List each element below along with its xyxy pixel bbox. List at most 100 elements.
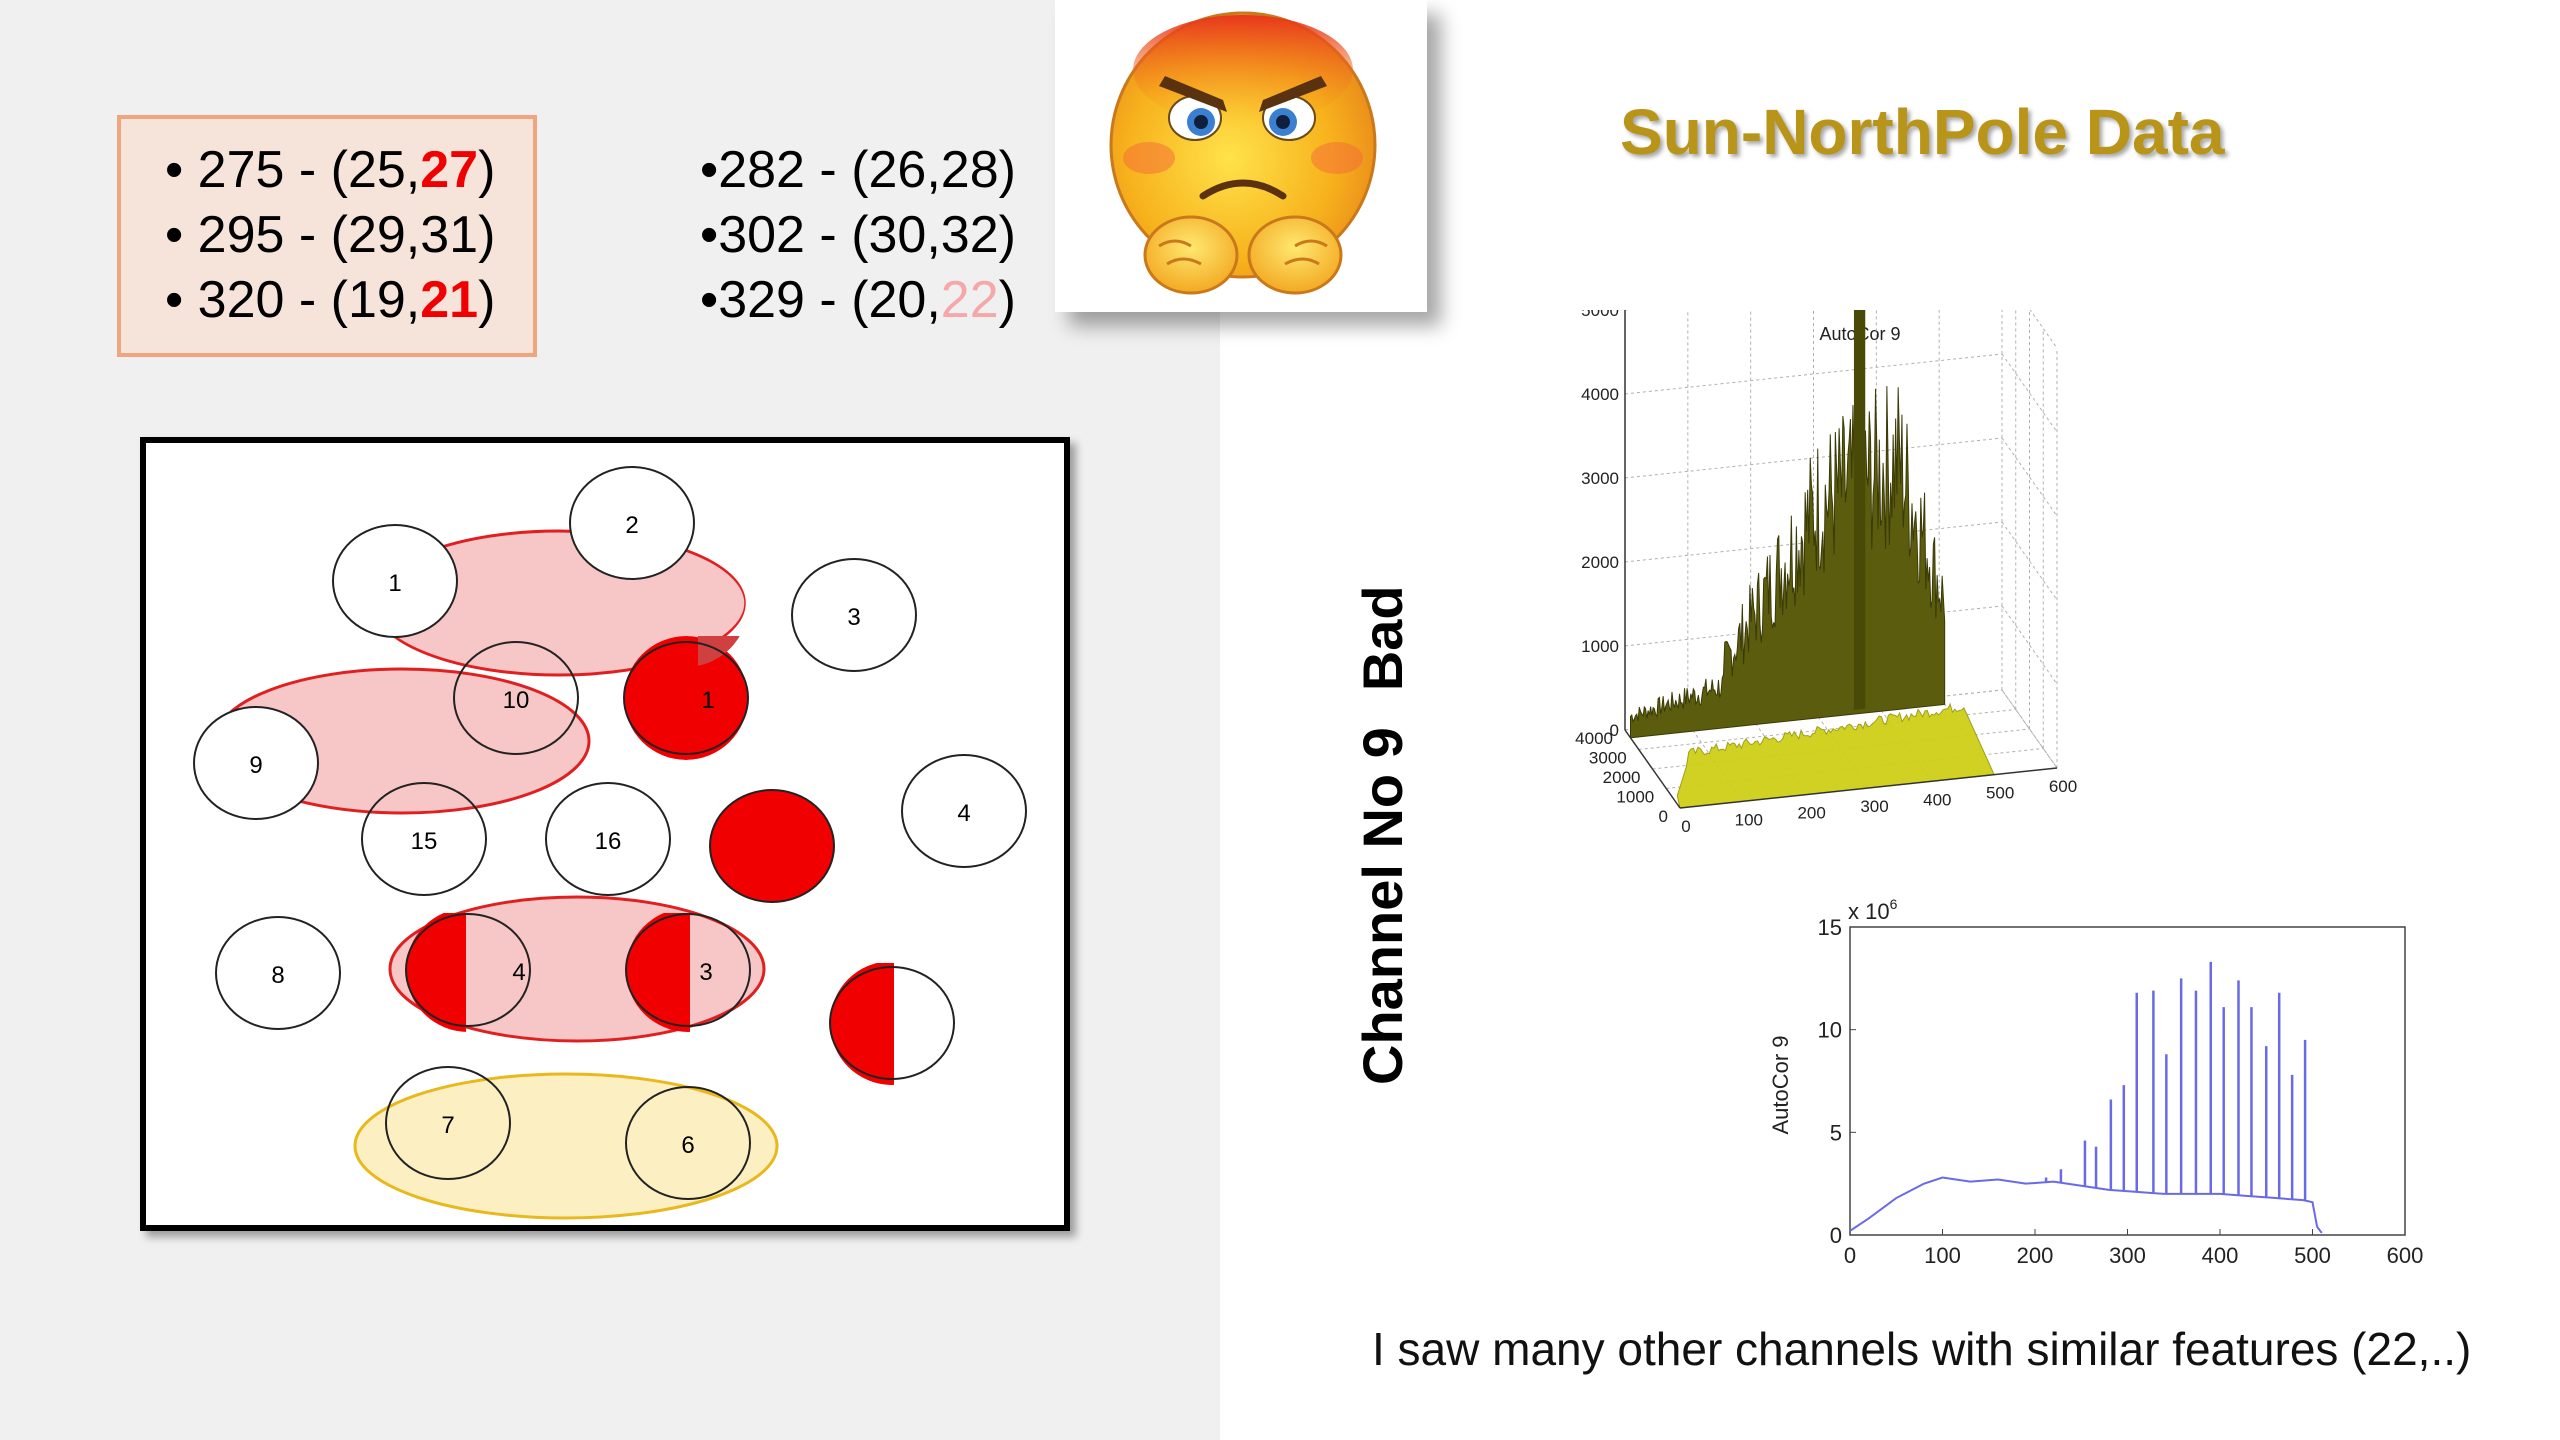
surface-peaks [1630, 386, 1946, 739]
svg-text:8: 8 [271, 962, 284, 989]
y-tick-label: 4000 [1575, 729, 1613, 748]
svg-text:1: 1 [388, 570, 401, 597]
surface-data [1630, 310, 1995, 809]
pair-highlighted-2: • 295 - (29,31) [165, 205, 495, 265]
y-tick-label: 1000 [1616, 788, 1654, 807]
channel-label: Channel No 9 [1351, 727, 1414, 1085]
x-axis [1679, 767, 2058, 809]
line-chart-exponent: x 106 [1848, 896, 1898, 924]
circle-6: 6 [625, 1086, 751, 1200]
bullet: • [700, 206, 719, 264]
svg-text:7: 7 [441, 1112, 454, 1139]
x-tick-label: 500 [2294, 1243, 2331, 1268]
grid-line [1813, 709, 1869, 789]
svg-text:3: 3 [699, 959, 712, 986]
grid-line [2001, 689, 2058, 769]
x-tick-label: 0 [1681, 817, 1690, 836]
pair-highlighted-1: • 275 - (25,27) [165, 140, 495, 200]
z-tick-label: 5000 [1581, 310, 1619, 320]
x-tick-label: 600 [2387, 1243, 2424, 1268]
grid-line [2001, 353, 2058, 433]
angry-face-icon [1109, 11, 1377, 295]
circle-half-red [829, 963, 955, 1085]
svg-text:3: 3 [847, 604, 860, 631]
grid-line [2001, 437, 2058, 517]
x-tick-label: 600 [2049, 777, 2077, 796]
autocor-surface-chart: AutoCor 9 0 100 200 300 400 500 60001000200030… [1575, 310, 2077, 836]
x-tick-label: 400 [1923, 790, 1951, 809]
z-tick-label: 3000 [1581, 469, 1619, 488]
circle-15: 15 [361, 782, 487, 896]
svg-text:4: 4 [512, 959, 525, 986]
pair-text: 302 - (30,32) [718, 206, 1016, 264]
grid-line [2001, 689, 2058, 769]
line-chart-ticks: 0 100 200 300 400 500 600 0 5 10 15 [1818, 915, 2424, 1268]
y-axis [1624, 729, 1681, 809]
x-tick-label: 200 [2017, 1243, 2054, 1268]
svg-text:2: 2 [625, 512, 638, 539]
circle-1-red: 1 [623, 636, 749, 760]
grid-line [2001, 605, 2058, 685]
svg-text:10: 10 [503, 687, 530, 714]
bullet: • [700, 141, 719, 199]
svg-text:15: 15 [411, 828, 438, 855]
bullet: • [700, 271, 719, 329]
svg-text:9: 9 [249, 752, 262, 779]
surface-front-ridge [1676, 702, 1995, 809]
detector-diagram: 1 2 3 9 4 8 10 1 15 16 4 3 7 [140, 437, 1070, 1231]
pair-suffix: ) [998, 271, 1016, 329]
surface-axes [1624, 310, 2058, 809]
vertical-channel-label: Channel No 9 Bad [1350, 585, 1415, 1085]
grid-line [1687, 723, 1744, 802]
y-tick-label: 10 [1818, 1018, 1842, 1043]
pair-plain-3: •329 - (20,22) [700, 270, 1016, 330]
x-tick-label: 300 [2109, 1243, 2146, 1268]
circle-16: 16 [545, 782, 671, 896]
pair-suffix: ) [478, 141, 496, 199]
grid-line [1750, 716, 1807, 795]
circle-4-right: 4 [901, 754, 1027, 868]
circle-solid-red [709, 789, 835, 903]
highlighted-channel: 21 [420, 271, 479, 329]
svg-text:1: 1 [701, 687, 714, 714]
pair-text: 320 - (19, [197, 271, 421, 329]
x-tick-label: 0 [1844, 1243, 1856, 1268]
pair-text: 282 - (26,28) [718, 141, 1016, 199]
y-tick-label: 5 [1830, 1120, 1842, 1145]
y-tick-label: 3000 [1589, 749, 1627, 768]
x-tick-label: 500 [1986, 784, 2014, 803]
y-tick-label: 0 [1830, 1223, 1842, 1248]
line-chart-ylabel: AutoCor 9 [1768, 1035, 1793, 1134]
pair-text: 295 - (29,31) [197, 206, 496, 264]
line-chart-series [1849, 961, 2323, 1234]
x-tick-label: 100 [1924, 1243, 1961, 1268]
line-chart-plot-area [1849, 926, 2406, 1236]
pair-highlighted-3: • 320 - (19,21) [165, 270, 495, 330]
y-tick-label: 0 [1659, 807, 1668, 826]
y-tick-label: 15 [1818, 915, 1842, 940]
z-tick-label: 4000 [1581, 385, 1619, 404]
highlighted-channel: 22 [940, 271, 999, 329]
pair-plain-2: •302 - (30,32) [700, 205, 1016, 265]
yellow-group-bottom [353, 1072, 779, 1220]
y-tick-label: 2000 [1603, 768, 1641, 787]
bullet: • [165, 271, 198, 329]
highlighted-channel: 27 [420, 141, 479, 199]
note-text: I saw many other channels with similar f… [1372, 1323, 2472, 1375]
circle-1: 1 [332, 524, 458, 638]
pair-text: 275 - (25, [197, 141, 421, 199]
circle-9: 9 [193, 706, 319, 820]
svg-text:16: 16 [595, 828, 622, 855]
circle-8: 8 [215, 916, 341, 1030]
x-tick-label: 100 [1735, 810, 1763, 829]
svg-text:6: 6 [681, 1132, 694, 1159]
pair-plain-1: •282 - (26,28) [700, 140, 1016, 200]
grid-line [1875, 703, 1932, 782]
circle-7: 7 [385, 1066, 511, 1180]
slide-title: Sun-NorthPole Data [1620, 96, 2225, 168]
autocor-line-chart: x 106 AutoCor 9 0 100 200 300 400 500 600 0 5 10 1… [1768, 896, 2424, 1268]
bullet: • [165, 141, 198, 199]
circle-10: 10 [453, 641, 579, 755]
bad-label: Bad [1351, 585, 1414, 692]
bullet: • [165, 206, 198, 264]
